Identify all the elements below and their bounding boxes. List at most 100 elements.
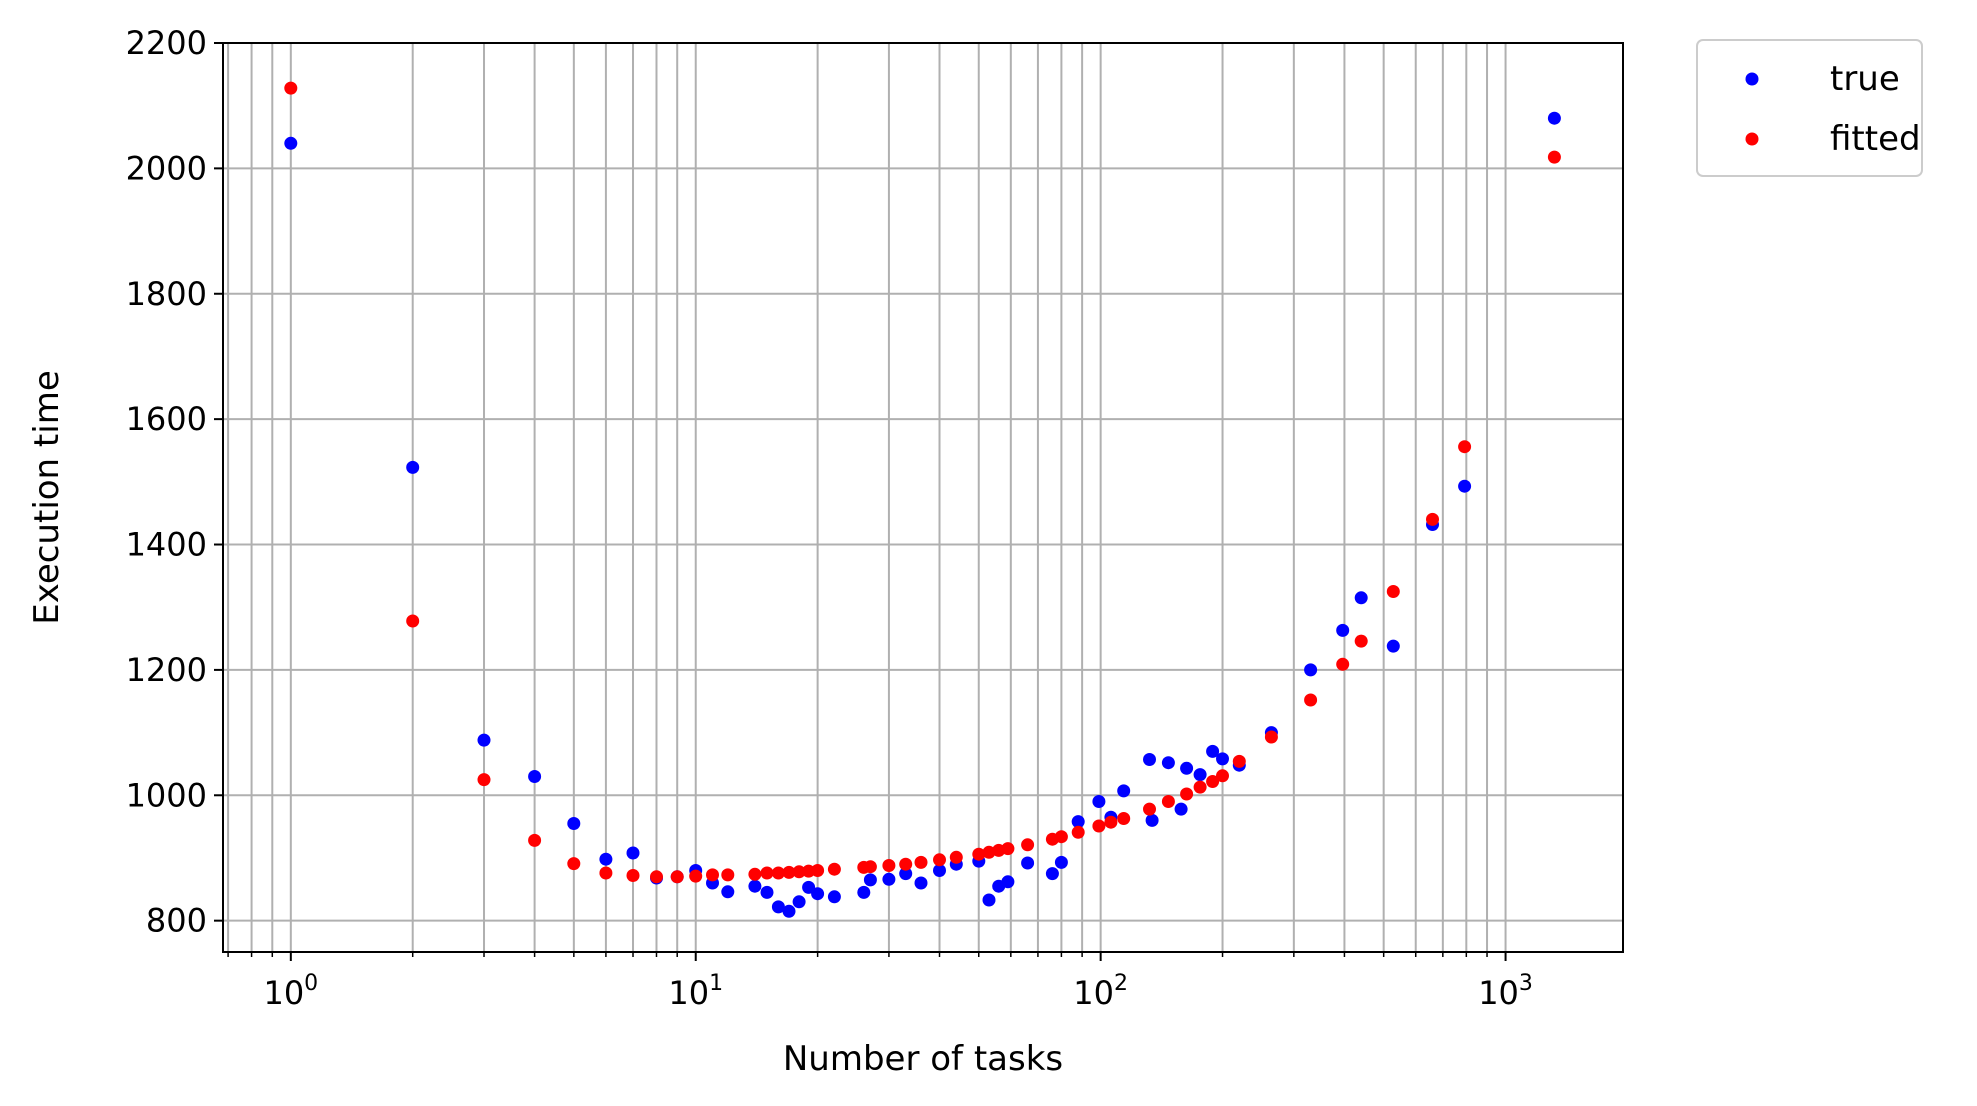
point-fitted bbox=[1354, 634, 1368, 648]
y-tick-label: 1200 bbox=[126, 651, 207, 689]
point-fitted bbox=[882, 859, 896, 872]
point-true bbox=[528, 770, 542, 783]
point-fitted bbox=[1180, 787, 1194, 801]
point-true bbox=[1174, 802, 1188, 816]
y-tick-label: 2000 bbox=[126, 149, 207, 187]
point-true bbox=[284, 136, 298, 150]
point-fitted bbox=[1458, 440, 1472, 454]
point-true bbox=[914, 876, 928, 890]
point-true bbox=[1304, 663, 1318, 677]
point-fitted bbox=[771, 866, 785, 880]
point-fitted bbox=[670, 870, 684, 884]
point-true bbox=[1216, 752, 1229, 766]
plot-frame bbox=[222, 42, 1624, 953]
point-fitted bbox=[748, 867, 762, 881]
point-true bbox=[792, 895, 806, 909]
point-true bbox=[1180, 761, 1194, 775]
x-axis-label: Number of tasks bbox=[783, 1039, 1063, 1079]
point-true bbox=[1117, 784, 1131, 798]
point-fitted bbox=[1426, 512, 1439, 526]
point-true bbox=[771, 900, 785, 914]
point-fitted bbox=[650, 870, 663, 884]
point-true bbox=[626, 846, 640, 860]
point-true bbox=[1092, 795, 1106, 808]
y-tick-label: 2200 bbox=[126, 24, 207, 62]
point-fitted bbox=[689, 869, 703, 883]
point-true bbox=[1161, 756, 1175, 770]
point-true bbox=[933, 864, 946, 877]
point-fitted bbox=[1143, 802, 1156, 816]
legend-label-fitted: fitted bbox=[1830, 119, 1921, 159]
point-fitted bbox=[1232, 754, 1246, 768]
point-fitted bbox=[811, 864, 825, 877]
point-true bbox=[406, 460, 420, 474]
x-tick-label: 102 bbox=[1073, 971, 1128, 1012]
x-tick-label: 103 bbox=[1478, 971, 1533, 1012]
point-fitted bbox=[1386, 585, 1400, 598]
point-true bbox=[748, 879, 762, 893]
point-fitted bbox=[1193, 780, 1207, 794]
point-fitted bbox=[782, 865, 796, 879]
point-true bbox=[1071, 815, 1085, 829]
point-fitted bbox=[933, 853, 946, 867]
point-fitted bbox=[1547, 150, 1561, 164]
point-true bbox=[1145, 813, 1159, 827]
point-true bbox=[760, 885, 774, 899]
point-fitted bbox=[1001, 842, 1015, 856]
point-fitted bbox=[1117, 812, 1131, 825]
point-fitted bbox=[1336, 657, 1350, 671]
point-true bbox=[882, 872, 896, 886]
point-fitted bbox=[899, 857, 913, 871]
point-fitted bbox=[1206, 775, 1220, 788]
point-fitted bbox=[1161, 795, 1175, 808]
point-true bbox=[1206, 744, 1220, 758]
point-true bbox=[982, 893, 996, 907]
point-fitted bbox=[792, 865, 806, 879]
point-fitted bbox=[599, 866, 613, 880]
point-fitted bbox=[1104, 815, 1118, 829]
point-true bbox=[899, 867, 913, 881]
point-fitted bbox=[406, 614, 420, 628]
point-true bbox=[1193, 768, 1207, 782]
y-axis-label: Execution time bbox=[27, 370, 67, 624]
point-true bbox=[1386, 639, 1400, 653]
point-true bbox=[1336, 623, 1350, 637]
point-true bbox=[1143, 753, 1156, 766]
point-true bbox=[1045, 867, 1059, 881]
point-fitted bbox=[982, 845, 996, 859]
point-true bbox=[782, 904, 796, 918]
point-fitted bbox=[1071, 825, 1085, 839]
point-fitted bbox=[706, 868, 719, 882]
grid bbox=[223, 42, 1623, 952]
legend-marker-fitted bbox=[1745, 132, 1759, 146]
x-tick-label: 100 bbox=[263, 971, 318, 1012]
point-fitted bbox=[949, 850, 963, 864]
legend: true fitted bbox=[1696, 39, 1923, 177]
y-tick-label: 800 bbox=[146, 902, 207, 940]
ticks: 100 101 102 103 800 1000 1200 1400 1600 1800 2000 2… bbox=[126, 24, 1533, 1012]
point-fitted bbox=[1264, 730, 1278, 744]
point-true bbox=[1547, 111, 1561, 125]
point-fitted bbox=[760, 866, 774, 880]
y-tick-label: 1400 bbox=[126, 526, 207, 564]
point-fitted bbox=[477, 773, 491, 787]
y-tick-label: 1600 bbox=[126, 400, 207, 438]
point-fitted bbox=[1092, 819, 1106, 833]
point-true bbox=[1054, 855, 1068, 869]
point-true bbox=[1458, 479, 1472, 493]
point-true bbox=[721, 885, 735, 899]
point-true bbox=[802, 880, 816, 894]
point-true bbox=[1001, 875, 1015, 889]
point-fitted bbox=[914, 855, 928, 869]
point-true bbox=[857, 885, 871, 899]
point-fitted bbox=[863, 860, 877, 874]
x-tick-label: 101 bbox=[668, 971, 723, 1012]
point-true bbox=[827, 890, 841, 904]
point-fitted bbox=[972, 847, 986, 861]
point-true bbox=[599, 852, 613, 866]
point-fitted bbox=[284, 81, 298, 95]
point-true bbox=[477, 733, 491, 747]
point-true bbox=[567, 817, 581, 830]
point-fitted bbox=[1304, 693, 1318, 707]
